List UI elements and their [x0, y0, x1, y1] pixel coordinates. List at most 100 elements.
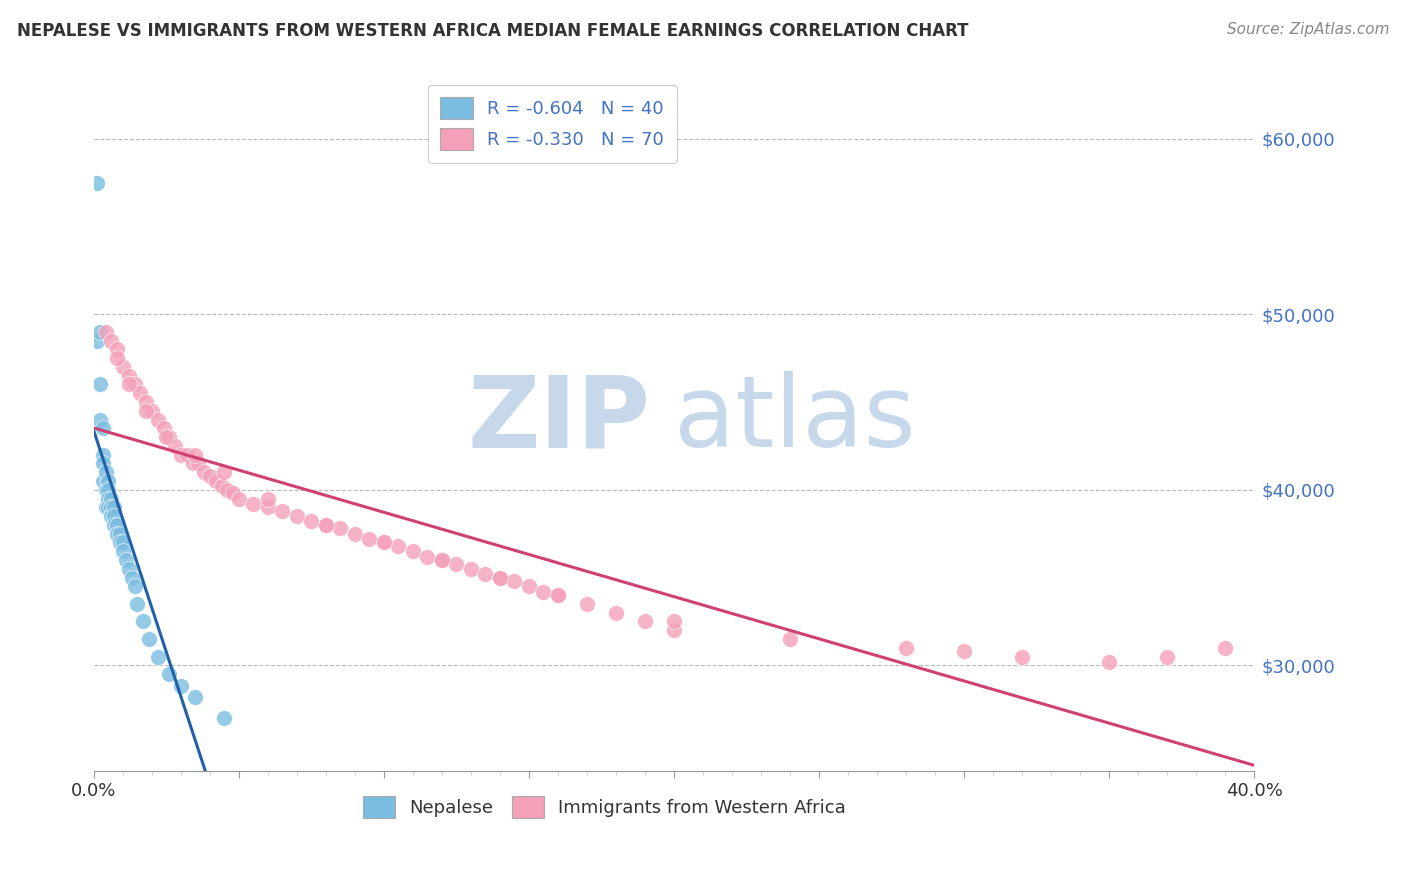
Point — [1156, 649, 1178, 664]
Point — [315, 517, 337, 532]
Point — [105, 526, 128, 541]
Point — [165, 439, 187, 453]
Point — [953, 644, 976, 658]
Point — [228, 491, 250, 506]
Point — [517, 579, 540, 593]
Point — [118, 562, 141, 576]
Point — [343, 526, 366, 541]
Point — [97, 491, 120, 506]
Point — [242, 497, 264, 511]
Text: NEPALESE VS IMMIGRANTS FROM WESTERN AFRICA MEDIAN FEMALE EARNINGS CORRELATION CH: NEPALESE VS IMMIGRANTS FROM WESTERN AFRI… — [17, 22, 969, 40]
Point — [184, 448, 207, 462]
Point — [176, 448, 198, 462]
Point — [127, 597, 149, 611]
Point — [97, 483, 120, 497]
Point — [135, 404, 157, 418]
Point — [111, 544, 134, 558]
Point — [97, 500, 120, 515]
Point — [894, 640, 917, 655]
Point — [1011, 649, 1033, 664]
Point — [105, 351, 128, 366]
Point — [89, 377, 111, 392]
Text: atlas: atlas — [673, 371, 915, 468]
Point — [779, 632, 801, 646]
Point — [373, 535, 395, 549]
Text: ZIP: ZIP — [468, 371, 651, 468]
Point — [184, 690, 207, 704]
Point — [214, 711, 236, 725]
Point — [114, 553, 136, 567]
Point — [359, 532, 381, 546]
Point — [97, 474, 120, 488]
Point — [111, 535, 134, 549]
Point — [94, 500, 117, 515]
Point — [155, 430, 177, 444]
Point — [575, 597, 598, 611]
Point — [373, 535, 395, 549]
Point — [86, 176, 108, 190]
Point — [503, 574, 526, 588]
Point — [94, 325, 117, 339]
Point — [111, 359, 134, 374]
Point — [547, 588, 569, 602]
Point — [285, 509, 308, 524]
Point — [100, 491, 122, 506]
Point — [146, 412, 169, 426]
Point — [430, 553, 453, 567]
Point — [100, 334, 122, 348]
Point — [91, 474, 114, 488]
Point — [152, 421, 174, 435]
Point — [118, 377, 141, 392]
Point — [146, 649, 169, 664]
Point — [634, 615, 657, 629]
Point — [211, 479, 233, 493]
Point — [105, 517, 128, 532]
Point — [489, 571, 512, 585]
Point — [103, 509, 125, 524]
Point — [100, 500, 122, 515]
Point — [204, 474, 226, 488]
Point — [103, 500, 125, 515]
Point — [124, 579, 146, 593]
Point — [329, 521, 352, 535]
Point — [402, 544, 425, 558]
Point — [193, 465, 215, 479]
Point — [89, 412, 111, 426]
Point — [605, 606, 627, 620]
Point — [187, 457, 209, 471]
Point — [94, 465, 117, 479]
Point — [257, 491, 280, 506]
Point — [489, 571, 512, 585]
Point — [108, 535, 131, 549]
Point — [474, 567, 496, 582]
Point — [157, 667, 180, 681]
Point — [217, 483, 239, 497]
Point — [91, 448, 114, 462]
Point — [170, 448, 193, 462]
Point — [94, 483, 117, 497]
Legend: Nepalese, Immigrants from Western Africa: Nepalese, Immigrants from Western Africa — [356, 789, 853, 825]
Point — [315, 517, 337, 532]
Point — [662, 615, 685, 629]
Point — [387, 539, 409, 553]
Point — [121, 571, 143, 585]
Point — [1098, 655, 1121, 669]
Point — [157, 430, 180, 444]
Point — [181, 457, 204, 471]
Point — [105, 343, 128, 357]
Point — [100, 509, 122, 524]
Point — [89, 325, 111, 339]
Point — [271, 504, 294, 518]
Point — [416, 549, 439, 564]
Point — [86, 334, 108, 348]
Point — [118, 368, 141, 383]
Point — [460, 562, 482, 576]
Point — [301, 515, 323, 529]
Point — [138, 632, 160, 646]
Point — [547, 588, 569, 602]
Point — [222, 486, 245, 500]
Point — [1213, 640, 1236, 655]
Point — [91, 421, 114, 435]
Point — [103, 517, 125, 532]
Point — [446, 557, 468, 571]
